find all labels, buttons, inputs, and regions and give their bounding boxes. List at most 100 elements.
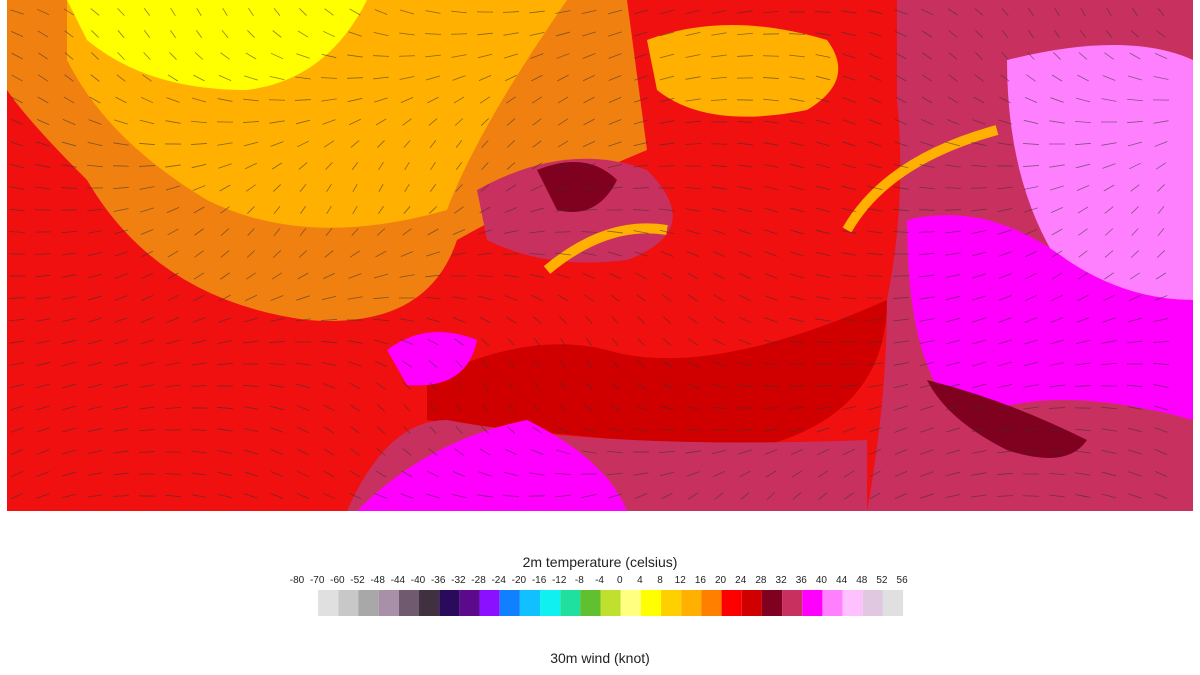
wind-arrow [1023,495,1039,497]
wind-arrow [739,470,751,478]
wind-arrow [1154,53,1168,59]
wind-arrow [1075,339,1091,345]
wind-arrow [478,229,492,235]
wind-arrow [376,404,386,412]
wind-arrow [1023,428,1039,432]
wind-arrow [479,448,491,456]
wind-arrow [945,187,961,189]
scale-label: -32 [451,575,466,586]
wind-arrow [789,340,805,344]
wind-arrow [659,451,675,453]
wind-arrow [662,294,672,302]
wind-arrow [789,54,805,58]
scale-label: -20 [512,575,527,586]
wind-arrow [503,32,519,36]
wind-arrow [35,209,51,211]
wind-arrow [400,339,414,345]
wind-arrow [946,119,960,125]
wind-arrow [429,404,437,412]
wind-arrow [789,76,805,80]
wind-arrow [452,317,466,323]
wind-arrow [894,492,908,500]
scale-swatch [761,590,783,616]
wind-arrow [507,404,515,412]
wind-arrow [349,382,361,390]
wind-arrow [609,272,621,280]
wind-arrow [297,448,309,456]
wind-arrow [712,251,726,257]
scale-label: 32 [776,575,788,586]
wind-arrow [583,118,595,126]
wind-arrow [867,9,883,15]
wind-arrow [815,119,831,125]
wind-arrow [429,426,437,434]
wind-arrow [165,473,181,475]
wind-arrow [429,140,437,148]
wind-arrow [997,406,1013,410]
wind-arrow [165,384,181,388]
wind-arrow [143,52,151,60]
wind-arrow [581,185,597,191]
wind-arrow [1051,272,1063,280]
wind-arrow [114,251,128,257]
wind-arrow [429,382,437,390]
wind-arrow [737,32,753,36]
wind-arrow [531,74,543,82]
wind-arrow [971,383,987,389]
wind-arrow [194,52,204,60]
wind-arrow [948,74,958,82]
wind-arrow [455,184,463,192]
wind-arrow [711,99,727,101]
yellow-zone [67,0,367,90]
wind-arrow [35,296,51,300]
wind-arrow [139,361,155,367]
wind-arrow [270,427,284,433]
wind-arrow [607,427,623,433]
wind-arrow [972,295,986,301]
wind-arrow [1075,120,1091,124]
wind-arrow [166,207,180,213]
wind-arrow [451,10,467,14]
wind-arrow [607,251,623,257]
wind-arrow [219,184,231,192]
wind-arrow [815,318,831,322]
wind-arrow [10,449,24,455]
wind-arrow [425,296,441,300]
wind-arrow [9,383,25,389]
wind-arrow [815,384,831,388]
scale-label: -48 [370,575,385,586]
scale-swatch [721,590,742,616]
wind-arrow [1049,472,1065,476]
wind-arrow [815,296,831,300]
wind-arrow [557,162,569,170]
wind-arrow [608,493,622,499]
wind-arrow [584,294,594,302]
wind-arrow [482,381,488,391]
wind-arrow [972,339,986,345]
wind-arrow [321,361,337,367]
wind-arrow [352,183,358,193]
wind-arrow [945,471,961,477]
wind-arrow [660,251,674,257]
wind-arrow [403,426,411,434]
wind-arrow [921,74,933,82]
wind-arrow [764,449,778,455]
wind-arrow [1049,120,1065,124]
scale-swatch [741,590,762,616]
wind-arrow [920,405,934,411]
wind-arrow [685,31,701,37]
wind-arrow [947,96,959,104]
wind-arrow [534,381,540,391]
wind-arrow [503,495,519,497]
wind-arrow [607,230,623,234]
wind-arrow [659,9,675,15]
wind-arrow [971,164,987,168]
wind-arrow [1027,8,1035,16]
wind-arrow [270,52,284,60]
wind-arrow [974,8,984,16]
wind-arrow [789,427,805,433]
wind-arrow [139,186,155,190]
wind-arrow [611,316,619,324]
wind-arrow [1049,339,1065,345]
wind-arrow [1027,30,1035,38]
